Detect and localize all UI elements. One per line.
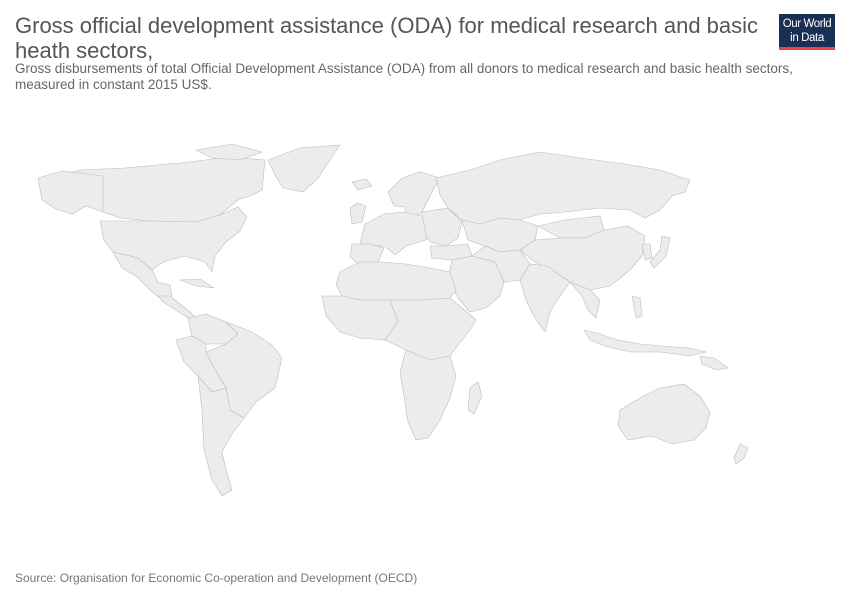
country-iberia[interactable] <box>349 243 385 265</box>
country-uk-ireland[interactable] <box>349 202 367 225</box>
country-west-africa[interactable] <box>321 295 399 341</box>
world-map <box>37 143 749 497</box>
logo-line-1: Our World <box>782 18 832 30</box>
country-indonesia[interactable] <box>583 329 707 357</box>
country-central-east-africa[interactable] <box>384 297 477 361</box>
country-philippines[interactable] <box>631 295 643 319</box>
country-india[interactable] <box>519 263 571 333</box>
country-australia[interactable] <box>617 383 711 445</box>
logo-line-2: in Data <box>790 32 824 44</box>
country-alaska[interactable] <box>37 170 104 215</box>
chart-subtitle: Gross disbursements of total Official De… <box>15 61 793 92</box>
source-note: Source: Organisation for Economic Co-ope… <box>15 571 418 585</box>
country-iceland[interactable] <box>351 178 373 191</box>
country-southeast-asia[interactable] <box>569 281 601 319</box>
country-mexico[interactable] <box>112 251 173 299</box>
country-russia[interactable] <box>435 151 691 225</box>
owid-logo[interactable]: Our World in Data <box>779 14 835 50</box>
country-new-zealand[interactable] <box>733 443 749 465</box>
country-central-america[interactable] <box>157 295 197 319</box>
country-madagascar[interactable] <box>467 381 483 415</box>
country-cuba[interactable] <box>179 278 215 289</box>
chart-title: Gross official development assistance (O… <box>15 13 759 63</box>
country-arctic-islands[interactable] <box>195 143 263 161</box>
country-southern-africa[interactable] <box>399 349 457 441</box>
country-japan[interactable] <box>649 235 671 269</box>
country-argentina-chile[interactable] <box>197 375 245 497</box>
country-peru-bolivia[interactable] <box>175 335 227 393</box>
country-papua-new-guinea[interactable] <box>699 355 729 371</box>
country-greenland[interactable] <box>267 144 341 193</box>
country-north-africa[interactable] <box>335 261 457 301</box>
country-scandinavia[interactable] <box>387 171 441 221</box>
country-korea[interactable] <box>641 243 653 261</box>
